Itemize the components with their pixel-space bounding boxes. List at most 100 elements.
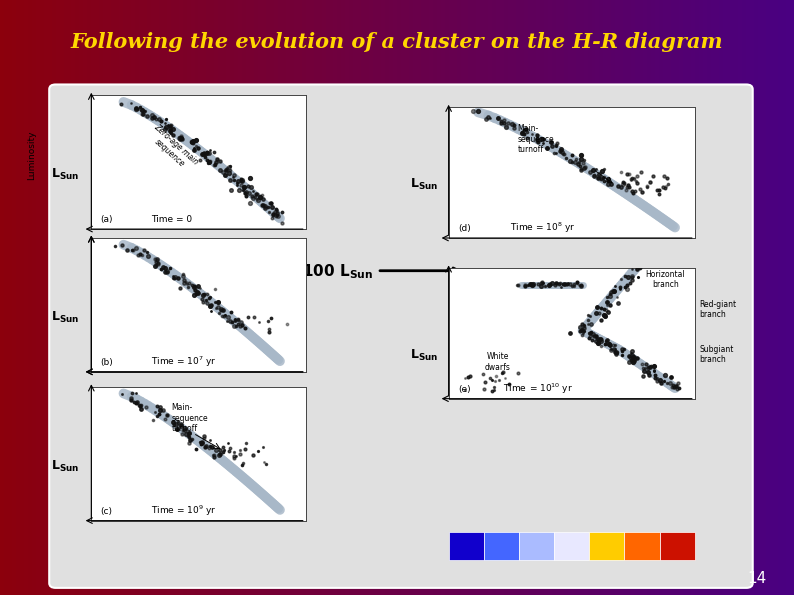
Point [622, 273, 634, 282]
Point [617, 345, 630, 354]
Point [190, 289, 202, 299]
Point [262, 316, 275, 325]
Point [238, 323, 251, 333]
Point [233, 450, 246, 459]
Point [264, 198, 276, 207]
Text: (b): (b) [100, 358, 113, 367]
Point [577, 326, 590, 336]
Text: A: A [532, 541, 541, 551]
Point [240, 191, 252, 201]
Point [654, 378, 667, 388]
Point [249, 190, 262, 199]
Point [148, 112, 160, 122]
Text: Time = 0: Time = 0 [152, 215, 192, 224]
Point [535, 281, 548, 290]
Point [495, 368, 508, 377]
Point [164, 125, 177, 134]
Point [518, 129, 530, 139]
Point [622, 357, 635, 367]
Text: Time = $10^7$ yr: Time = $10^7$ yr [152, 355, 217, 369]
Point [480, 114, 492, 123]
Point [576, 325, 589, 335]
Point [660, 252, 673, 261]
Point [653, 252, 665, 261]
Point [627, 356, 640, 365]
Point [249, 192, 261, 202]
Point [598, 176, 611, 186]
Point [574, 281, 587, 290]
Point [264, 313, 277, 322]
Point [526, 280, 538, 289]
Point [497, 118, 510, 128]
Point [595, 303, 607, 312]
Point [194, 437, 206, 447]
Point [461, 372, 474, 381]
Point [632, 259, 645, 268]
Point [225, 307, 238, 317]
Point [518, 126, 531, 135]
Point [609, 344, 622, 353]
Point [197, 149, 210, 158]
FancyBboxPatch shape [49, 84, 753, 588]
Point [229, 317, 241, 326]
Point [229, 315, 242, 324]
Point [218, 170, 231, 180]
Point [133, 102, 146, 111]
Text: Temperature: Temperature [159, 246, 238, 255]
Point [627, 174, 640, 184]
Text: $\mathbf{L}_{\mathbf{Sun}}$: $\mathbf{L}_{\mathbf{Sun}}$ [52, 310, 79, 325]
Point [237, 185, 249, 195]
Point [258, 202, 271, 211]
Point [199, 441, 212, 450]
Point [234, 177, 247, 186]
Point [557, 149, 569, 159]
Point [633, 256, 646, 266]
Point [459, 373, 472, 383]
Point [634, 262, 646, 272]
Point [576, 319, 588, 328]
Point [154, 117, 167, 126]
Point [131, 397, 144, 407]
Point [150, 114, 163, 124]
Point [250, 195, 263, 204]
Point [621, 180, 634, 190]
Point [136, 105, 148, 115]
Point [190, 135, 202, 145]
Point [615, 346, 628, 355]
Point [167, 130, 179, 139]
Point [181, 431, 194, 440]
Point [237, 183, 250, 193]
Point [236, 320, 249, 329]
Point [125, 388, 138, 397]
Point [244, 173, 256, 183]
Point [224, 165, 237, 175]
Text: (d): (d) [458, 224, 471, 233]
Point [554, 278, 567, 288]
Point [167, 271, 179, 281]
Point [232, 176, 245, 185]
Point [200, 295, 213, 305]
Text: 14: 14 [747, 571, 766, 586]
Point [651, 241, 664, 250]
Point [526, 280, 539, 289]
Point [634, 167, 647, 176]
Point [511, 369, 524, 378]
Point [578, 164, 591, 173]
Point [548, 148, 561, 158]
Point [164, 123, 177, 133]
Point [584, 328, 596, 337]
Point [549, 278, 562, 288]
Point [208, 450, 221, 460]
Point [164, 127, 176, 136]
Point [466, 106, 479, 115]
Point [623, 170, 636, 179]
Text: M: M [672, 541, 683, 551]
Point [589, 308, 602, 318]
Point [666, 383, 679, 392]
Point [630, 265, 643, 274]
Point [623, 278, 636, 288]
Point [189, 285, 202, 295]
Text: Red-giant
branch: Red-giant branch [700, 300, 737, 320]
Point [130, 243, 143, 253]
Text: Time $= 10^{10}$ yr: Time $= 10^{10}$ yr [503, 382, 572, 396]
